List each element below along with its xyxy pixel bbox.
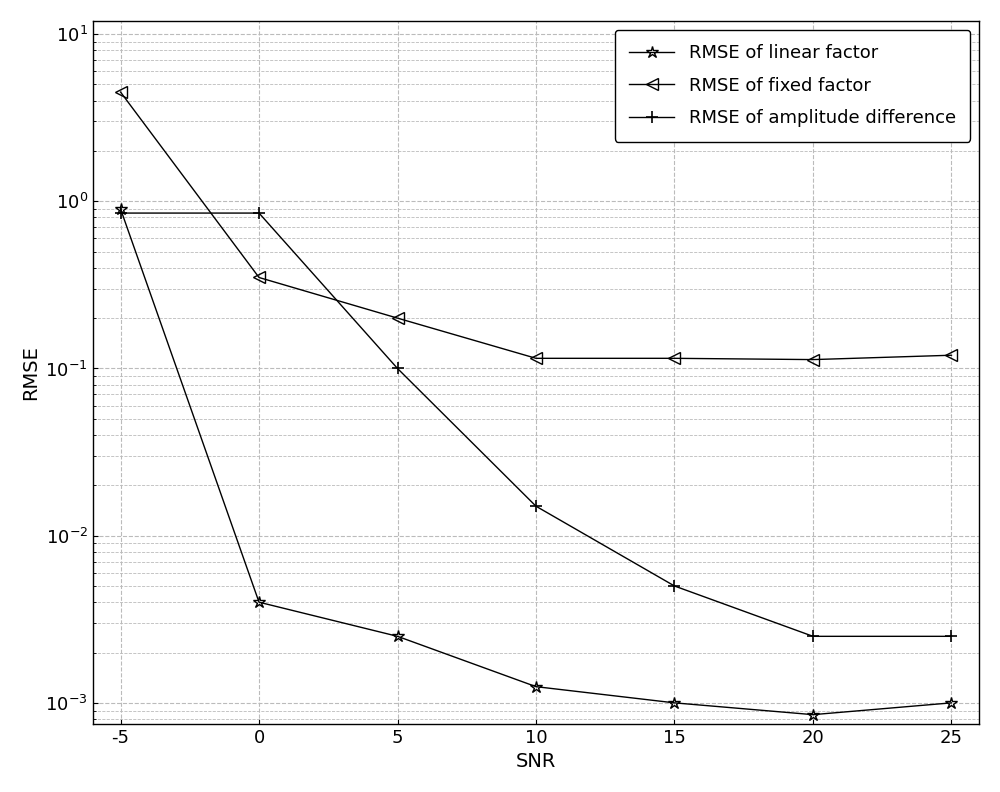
X-axis label: SNR: SNR xyxy=(516,752,556,771)
Y-axis label: RMSE: RMSE xyxy=(21,345,40,400)
RMSE of fixed factor xyxy=(115,87,127,97)
RMSE of linear factor xyxy=(392,631,404,641)
RMSE of amplitude difference xyxy=(392,364,404,373)
Line: RMSE of amplitude difference: RMSE of amplitude difference xyxy=(114,207,958,642)
RMSE of fixed factor xyxy=(392,314,404,323)
RMSE of linear factor xyxy=(945,698,957,707)
RMSE of fixed factor xyxy=(668,353,680,363)
RMSE of amplitude difference xyxy=(668,581,680,591)
RMSE of amplitude difference xyxy=(253,208,265,218)
RMSE of fixed factor xyxy=(253,272,265,282)
RMSE of fixed factor xyxy=(945,351,957,360)
RMSE of amplitude difference xyxy=(115,208,127,218)
Legend: RMSE of linear factor, RMSE of fixed factor, RMSE of amplitude difference: RMSE of linear factor, RMSE of fixed fac… xyxy=(615,30,970,142)
RMSE of linear factor xyxy=(115,204,127,214)
RMSE of fixed factor xyxy=(530,353,542,363)
Line: RMSE of fixed factor: RMSE of fixed factor xyxy=(115,86,957,365)
RMSE of amplitude difference xyxy=(530,501,542,511)
RMSE of linear factor xyxy=(807,710,819,719)
RMSE of amplitude difference xyxy=(807,631,819,641)
Line: RMSE of linear factor: RMSE of linear factor xyxy=(114,203,958,721)
RMSE of linear factor xyxy=(253,597,265,607)
RMSE of linear factor xyxy=(668,698,680,707)
RMSE of amplitude difference xyxy=(945,631,957,641)
RMSE of linear factor xyxy=(530,682,542,691)
RMSE of fixed factor xyxy=(807,355,819,364)
